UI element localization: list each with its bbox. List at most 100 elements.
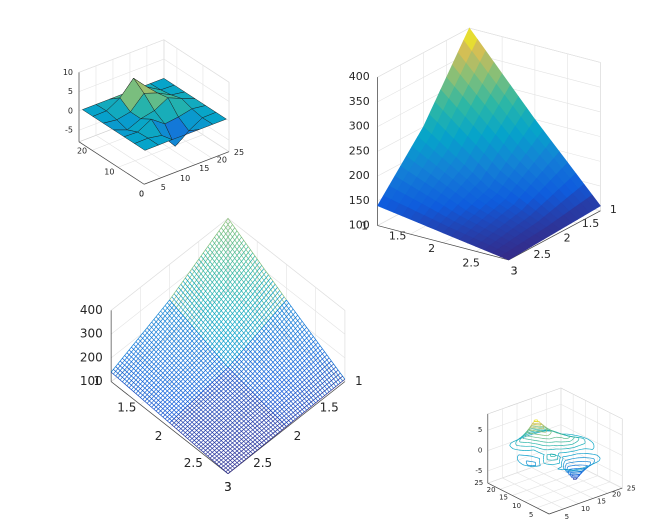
contour-line [567,444,572,446]
contour-line [538,421,541,423]
contour-line [562,437,565,439]
mesh-line [182,280,242,353]
tick-label: 3 [224,480,232,494]
contour-line [598,456,601,459]
mesh-line [173,418,233,471]
contour-line [525,465,530,467]
contour-line [529,433,533,436]
contour-line [571,450,576,452]
mesh-line [214,280,274,353]
contour-line [537,443,542,446]
mesh-line [225,296,285,365]
contour-line [573,469,578,471]
mesh-line [205,268,265,342]
tick-label: 400 [349,70,370,83]
contour-line [577,468,581,470]
mesh-line [207,405,267,457]
contour-line [529,435,534,438]
mesh-line [286,378,346,427]
contour-line [558,455,561,458]
contour-line [597,460,600,463]
mesh-line [205,403,265,455]
surface-patch [134,137,159,151]
contour-cell [517,458,528,466]
tick-label: 1.5 [389,230,407,243]
contour-line [568,465,572,467]
surface-cell [377,126,490,234]
contour-line [593,443,595,446]
tick-label: 10 [512,502,521,510]
tick-label: 1 [355,374,363,388]
mesh-line [200,398,260,451]
contour-line [511,447,514,450]
axis-line [144,151,230,185]
contour-line [575,434,580,437]
contour-line [579,437,584,439]
contour-line [596,454,600,457]
tick-label: 20 [612,491,621,499]
contour-line [543,462,547,465]
contour-line [535,446,539,449]
tick-label: 3 [511,265,518,278]
tick-label: 20 [77,146,87,155]
mesh-line [191,268,251,342]
contour-line [527,460,532,462]
contour-line [530,426,535,428]
contour-line [526,463,528,466]
tick-label: 25 [627,484,636,492]
contour-line [540,422,543,425]
contour-cell [524,420,546,451]
surface-cell [134,137,159,151]
contour-line [536,465,541,467]
axis-line [377,225,509,261]
mesh-line [133,344,193,402]
contour-line [545,427,548,430]
tick-label: 10 [180,174,190,183]
mesh-line [238,354,298,418]
mesh-line [221,419,280,469]
contour-line [570,454,574,456]
contour-line [515,441,517,444]
contour-line [569,439,572,442]
contour-line [551,441,556,443]
contour-line [551,453,556,456]
mesh-line [191,401,251,456]
contour-line [516,439,519,442]
tick-label: 2 [155,429,163,443]
contour-line [554,431,559,434]
contour-line [562,455,567,458]
tick-label: 300 [80,327,103,341]
grid-line [95,135,162,178]
contour-line [578,435,583,438]
contour-line [548,428,552,431]
tick-label: 5 [161,183,166,192]
contour-line [571,442,575,445]
tick-label: 200 [349,169,370,182]
mesh-line [171,296,231,365]
mesh-line [220,290,280,360]
contour-line [510,441,514,444]
contour-line [518,461,521,464]
mesh-line [162,359,222,418]
contour-cell [525,454,540,463]
tick-label: 0 [139,189,144,198]
mesh-line [194,399,253,454]
contour-line [549,432,552,435]
mesh-line [218,417,278,467]
mesh-line [194,265,253,340]
contour-line [519,438,521,441]
tick-label: 250 [349,144,370,157]
mesh-line [245,346,305,413]
tick-label: 5 [529,511,533,519]
contour-line [552,436,556,439]
mesh-line [189,403,249,458]
contour-line [529,442,534,444]
contour-line [578,474,581,477]
contour-line [526,432,531,434]
contour-line [527,433,531,435]
contour-line [536,424,541,426]
contour-line [593,460,595,463]
grid-line [531,467,594,499]
mesh-line [214,412,274,463]
